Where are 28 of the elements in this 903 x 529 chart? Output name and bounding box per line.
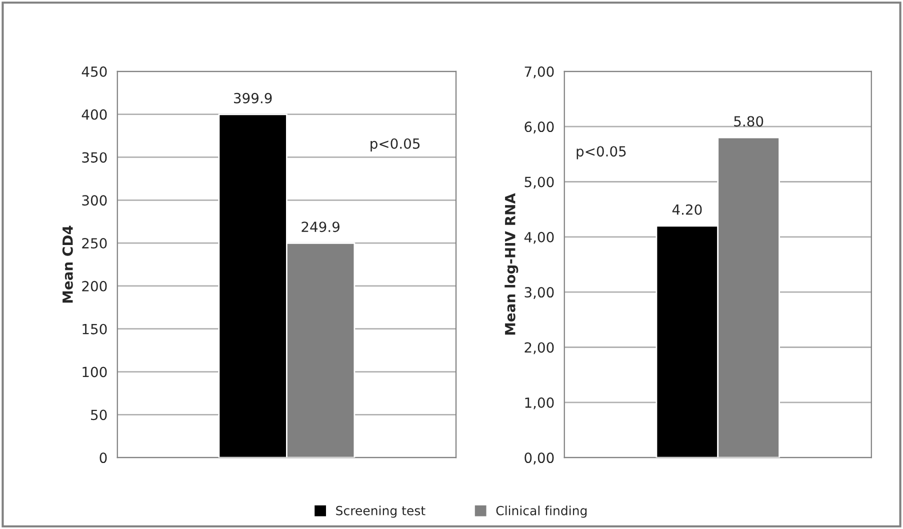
y-tick-label: 350 <box>82 152 107 163</box>
y-tick-label: 1,00 <box>525 397 554 410</box>
legend-label: Screening test <box>336 506 426 518</box>
y-tick-label: 450 <box>82 66 107 77</box>
y-tick-label: 2,00 <box>524 342 554 354</box>
y-tick-label: 50 <box>91 410 107 420</box>
y-axis-title: Mean log-HIV RNA <box>504 193 518 335</box>
data-label: 249.9 <box>302 222 340 232</box>
y-tick-label: 150 <box>82 324 107 334</box>
y-tick-label: 400 <box>82 109 107 120</box>
y-axis-title: Mean CD4 <box>62 226 73 303</box>
data-label: 399.9 <box>234 92 272 104</box>
y-tick-label: 200 <box>82 280 107 292</box>
data-label: 5.80 <box>734 116 764 127</box>
data-label: 4.20 <box>672 204 702 215</box>
y-tick-label: 6,00 <box>524 122 554 134</box>
y-tick-label: 0,00 <box>524 452 554 464</box>
y-tick-label: 250 <box>82 238 107 249</box>
y-tick-label: 100 <box>82 366 107 378</box>
legend-label: Clinical finding <box>496 506 587 518</box>
y-tick-label: 4,00 <box>524 232 554 244</box>
y-tick-label: 300 <box>82 195 107 206</box>
annotation: p<0.05 <box>370 138 420 152</box>
y-tick-label: 5,00 <box>524 176 554 189</box>
y-tick-label: 0 <box>100 452 107 464</box>
y-tick-label: 3,00 <box>524 287 554 299</box>
y-tick-label: 7,00 <box>524 66 554 78</box>
annotation: p<0.05 <box>576 146 626 160</box>
